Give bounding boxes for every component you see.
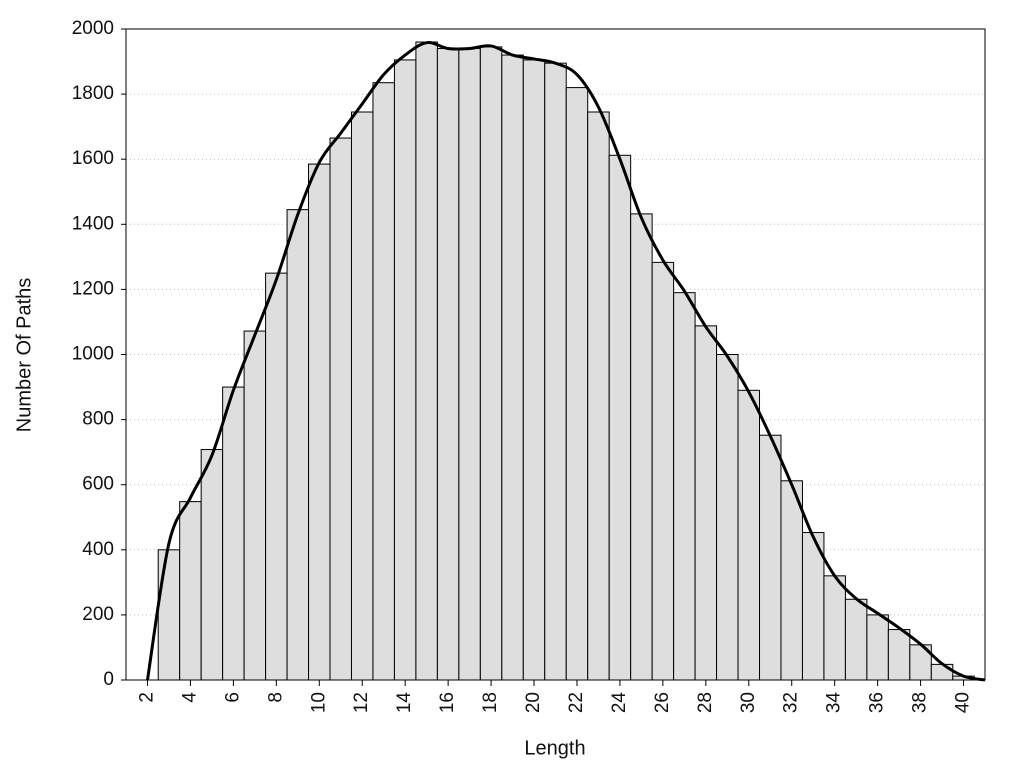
y-tick-label: 1000 bbox=[72, 344, 114, 365]
bar bbox=[823, 575, 846, 681]
bar bbox=[780, 480, 803, 681]
y-axis-label: Number Of Paths bbox=[13, 278, 35, 433]
x-tick-label: 30 bbox=[738, 692, 759, 713]
bar bbox=[350, 111, 374, 681]
bar bbox=[630, 213, 653, 681]
y-tick-label: 1400 bbox=[72, 213, 114, 234]
y-tick-label: 2000 bbox=[72, 18, 114, 39]
x-tick-label: 22 bbox=[566, 692, 587, 713]
x-tick-label: 4 bbox=[179, 692, 200, 703]
bar bbox=[243, 330, 267, 681]
bar bbox=[522, 59, 546, 681]
x-tick-label: 34 bbox=[824, 692, 845, 714]
x-tick-label: 16 bbox=[437, 692, 458, 713]
bar bbox=[544, 62, 567, 681]
x-axis-label: Length bbox=[524, 737, 585, 759]
y-tick-label: 800 bbox=[82, 409, 114, 430]
bar bbox=[329, 137, 352, 681]
x-tick-label: 24 bbox=[609, 692, 630, 714]
bar bbox=[887, 629, 911, 681]
bar bbox=[716, 354, 739, 681]
bar bbox=[286, 209, 310, 681]
y-tick-label: 200 bbox=[82, 604, 114, 625]
bar bbox=[866, 614, 889, 681]
y-tick-label: 1200 bbox=[72, 278, 114, 299]
bar bbox=[479, 46, 503, 681]
x-tick-label: 36 bbox=[867, 692, 888, 713]
y-tick-label: 0 bbox=[103, 669, 114, 690]
bar bbox=[179, 501, 202, 681]
bar bbox=[265, 272, 288, 681]
bar bbox=[458, 48, 481, 681]
bar bbox=[415, 41, 438, 681]
x-tick-label: 28 bbox=[695, 692, 716, 713]
line bbox=[145, 41, 986, 682]
x-tick-label: 10 bbox=[308, 692, 329, 713]
bar bbox=[759, 434, 782, 681]
x-tick-label: 6 bbox=[222, 692, 243, 703]
bar bbox=[673, 292, 696, 681]
bar bbox=[587, 111, 610, 681]
y-tick-label: 600 bbox=[82, 474, 114, 495]
x-tick-label: 8 bbox=[265, 692, 286, 703]
y-tick-label: 400 bbox=[82, 539, 114, 560]
bar bbox=[436, 48, 460, 681]
bar bbox=[308, 163, 331, 681]
bar bbox=[608, 154, 632, 681]
x-tick-label: 12 bbox=[351, 692, 372, 713]
plot-frame bbox=[125, 28, 986, 681]
bar bbox=[737, 389, 761, 681]
y-tick-label: 1600 bbox=[72, 148, 114, 169]
x-tick-label: 32 bbox=[781, 692, 802, 713]
bar bbox=[930, 663, 954, 681]
x-tick-label: 14 bbox=[394, 692, 415, 714]
x-tick-label: 20 bbox=[523, 692, 544, 713]
bar bbox=[393, 59, 417, 681]
y-tick-label: 1800 bbox=[72, 83, 114, 104]
x-tick-label: 38 bbox=[910, 692, 931, 713]
x-tick-label: 26 bbox=[652, 692, 673, 713]
bar bbox=[222, 386, 245, 681]
bar bbox=[200, 449, 224, 681]
bar bbox=[372, 82, 395, 681]
bar bbox=[565, 87, 589, 681]
x-tick-label: 2 bbox=[136, 692, 157, 703]
bar bbox=[501, 54, 524, 681]
x-tick-label: 40 bbox=[953, 692, 974, 713]
x-tick-label: 18 bbox=[480, 692, 501, 713]
bar bbox=[651, 261, 675, 681]
bar bbox=[694, 325, 718, 681]
bar bbox=[157, 549, 181, 681]
bar bbox=[844, 598, 868, 681]
